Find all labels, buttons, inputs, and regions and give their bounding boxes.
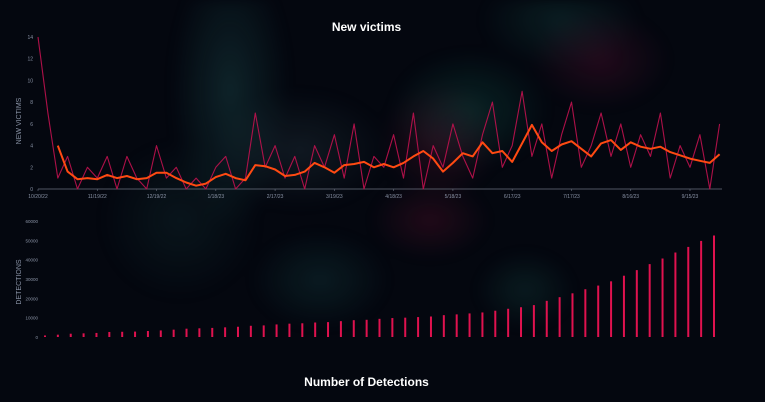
detections-bar [352,320,355,337]
detections-bar [185,328,188,337]
detections-bar [597,285,600,337]
detections-bar [159,330,162,337]
detections-bar [648,264,651,337]
x-tick-label: 4/18/23 [385,194,402,200]
detections-bar [224,327,227,337]
x-tick-label: 5/18/23 [445,194,462,200]
detections-bar [365,319,368,337]
detections-bar [391,318,394,337]
detections-bar [301,323,304,337]
x-tick-label: 9/15/23 [682,194,699,200]
detections-bar [327,322,330,337]
x-tick-label: 1/18/23 [207,194,224,200]
detections-bar [700,240,703,337]
detections-bar [713,235,715,337]
detections-bar [275,324,278,337]
detections-bar [558,297,561,337]
detections-bar [236,326,239,337]
y-tick-label: 10000 [25,316,38,321]
y-tick-label: 20000 [25,296,38,301]
y-tick-label: 0 [30,187,33,193]
y-axis-label: DETECTIONS [16,259,23,304]
detections-bar [404,317,407,337]
detections-bar [468,313,471,337]
detections-bar [82,333,85,337]
detections-bar [198,328,201,337]
detections-bar [674,252,677,337]
detections-bar [95,332,98,337]
detections-bar [545,300,548,337]
detections-bar [56,334,59,337]
y-tick-label: 12 [27,57,33,63]
line-chart-title: New victims [331,20,402,34]
x-tick-label: 6/17/23 [504,194,521,200]
detections-bar [429,316,432,337]
detections-bar [314,322,317,337]
detections-bar [687,246,690,337]
detections-bar [532,305,535,337]
detections-bar [417,317,420,337]
detections-bar [481,312,484,337]
detections-bar [262,325,265,337]
x-tick-label: 2/17/23 [267,194,284,200]
detections-bar [249,325,252,337]
detections-bar [635,270,638,337]
y-tick-label: 40000 [25,258,38,263]
y-tick-label: 30000 [25,277,38,282]
detections-bar [211,327,214,337]
detections-bar [172,329,175,337]
detections-bar [146,331,149,337]
detections-bar [442,315,445,337]
detections-bar [584,289,587,337]
detections-bar [661,258,664,337]
daily-victims-line [37,36,721,190]
detections-bar [44,335,46,337]
detections-bar [520,307,523,337]
detections-bar [108,331,111,337]
detections-bar [610,281,613,337]
detections-bar [288,323,291,337]
y-tick-label: 10 [27,78,33,84]
detections-bar [69,333,72,337]
detections-bar [622,275,625,337]
y-tick-label: 2 [30,165,33,171]
detections-bar [121,331,124,337]
x-tick-label: 11/19/22 [88,194,107,200]
bar-chart-title: Number of Detections [304,375,429,389]
x-tick-label: 12/19/22 [147,194,167,200]
y-tick-label: 60000 [25,219,38,224]
x-tick-label: 7/17/23 [563,194,580,200]
x-tick-label: 3/19/23 [326,194,343,200]
y-tick-label: 50000 [25,238,38,243]
moving-average-line [56,123,721,187]
y-tick-label: 14 [27,35,33,41]
y-tick-label: 6 [30,122,33,128]
detections-bar [378,318,381,337]
y-tick-label: 0 [35,335,38,340]
x-tick-label: 10/20/22 [28,194,48,200]
y-tick-label: 8 [30,100,33,106]
detections-bar [339,321,342,337]
detections-bar [507,308,510,337]
detections-bar [134,331,137,337]
detections-bar [494,310,497,337]
y-axis-label: NEW VICTIMS [16,97,23,144]
x-tick-label: 8/16/23 [622,194,639,200]
detections-bar [571,293,574,337]
detections-bar [455,314,458,337]
y-tick-label: 4 [30,144,33,150]
